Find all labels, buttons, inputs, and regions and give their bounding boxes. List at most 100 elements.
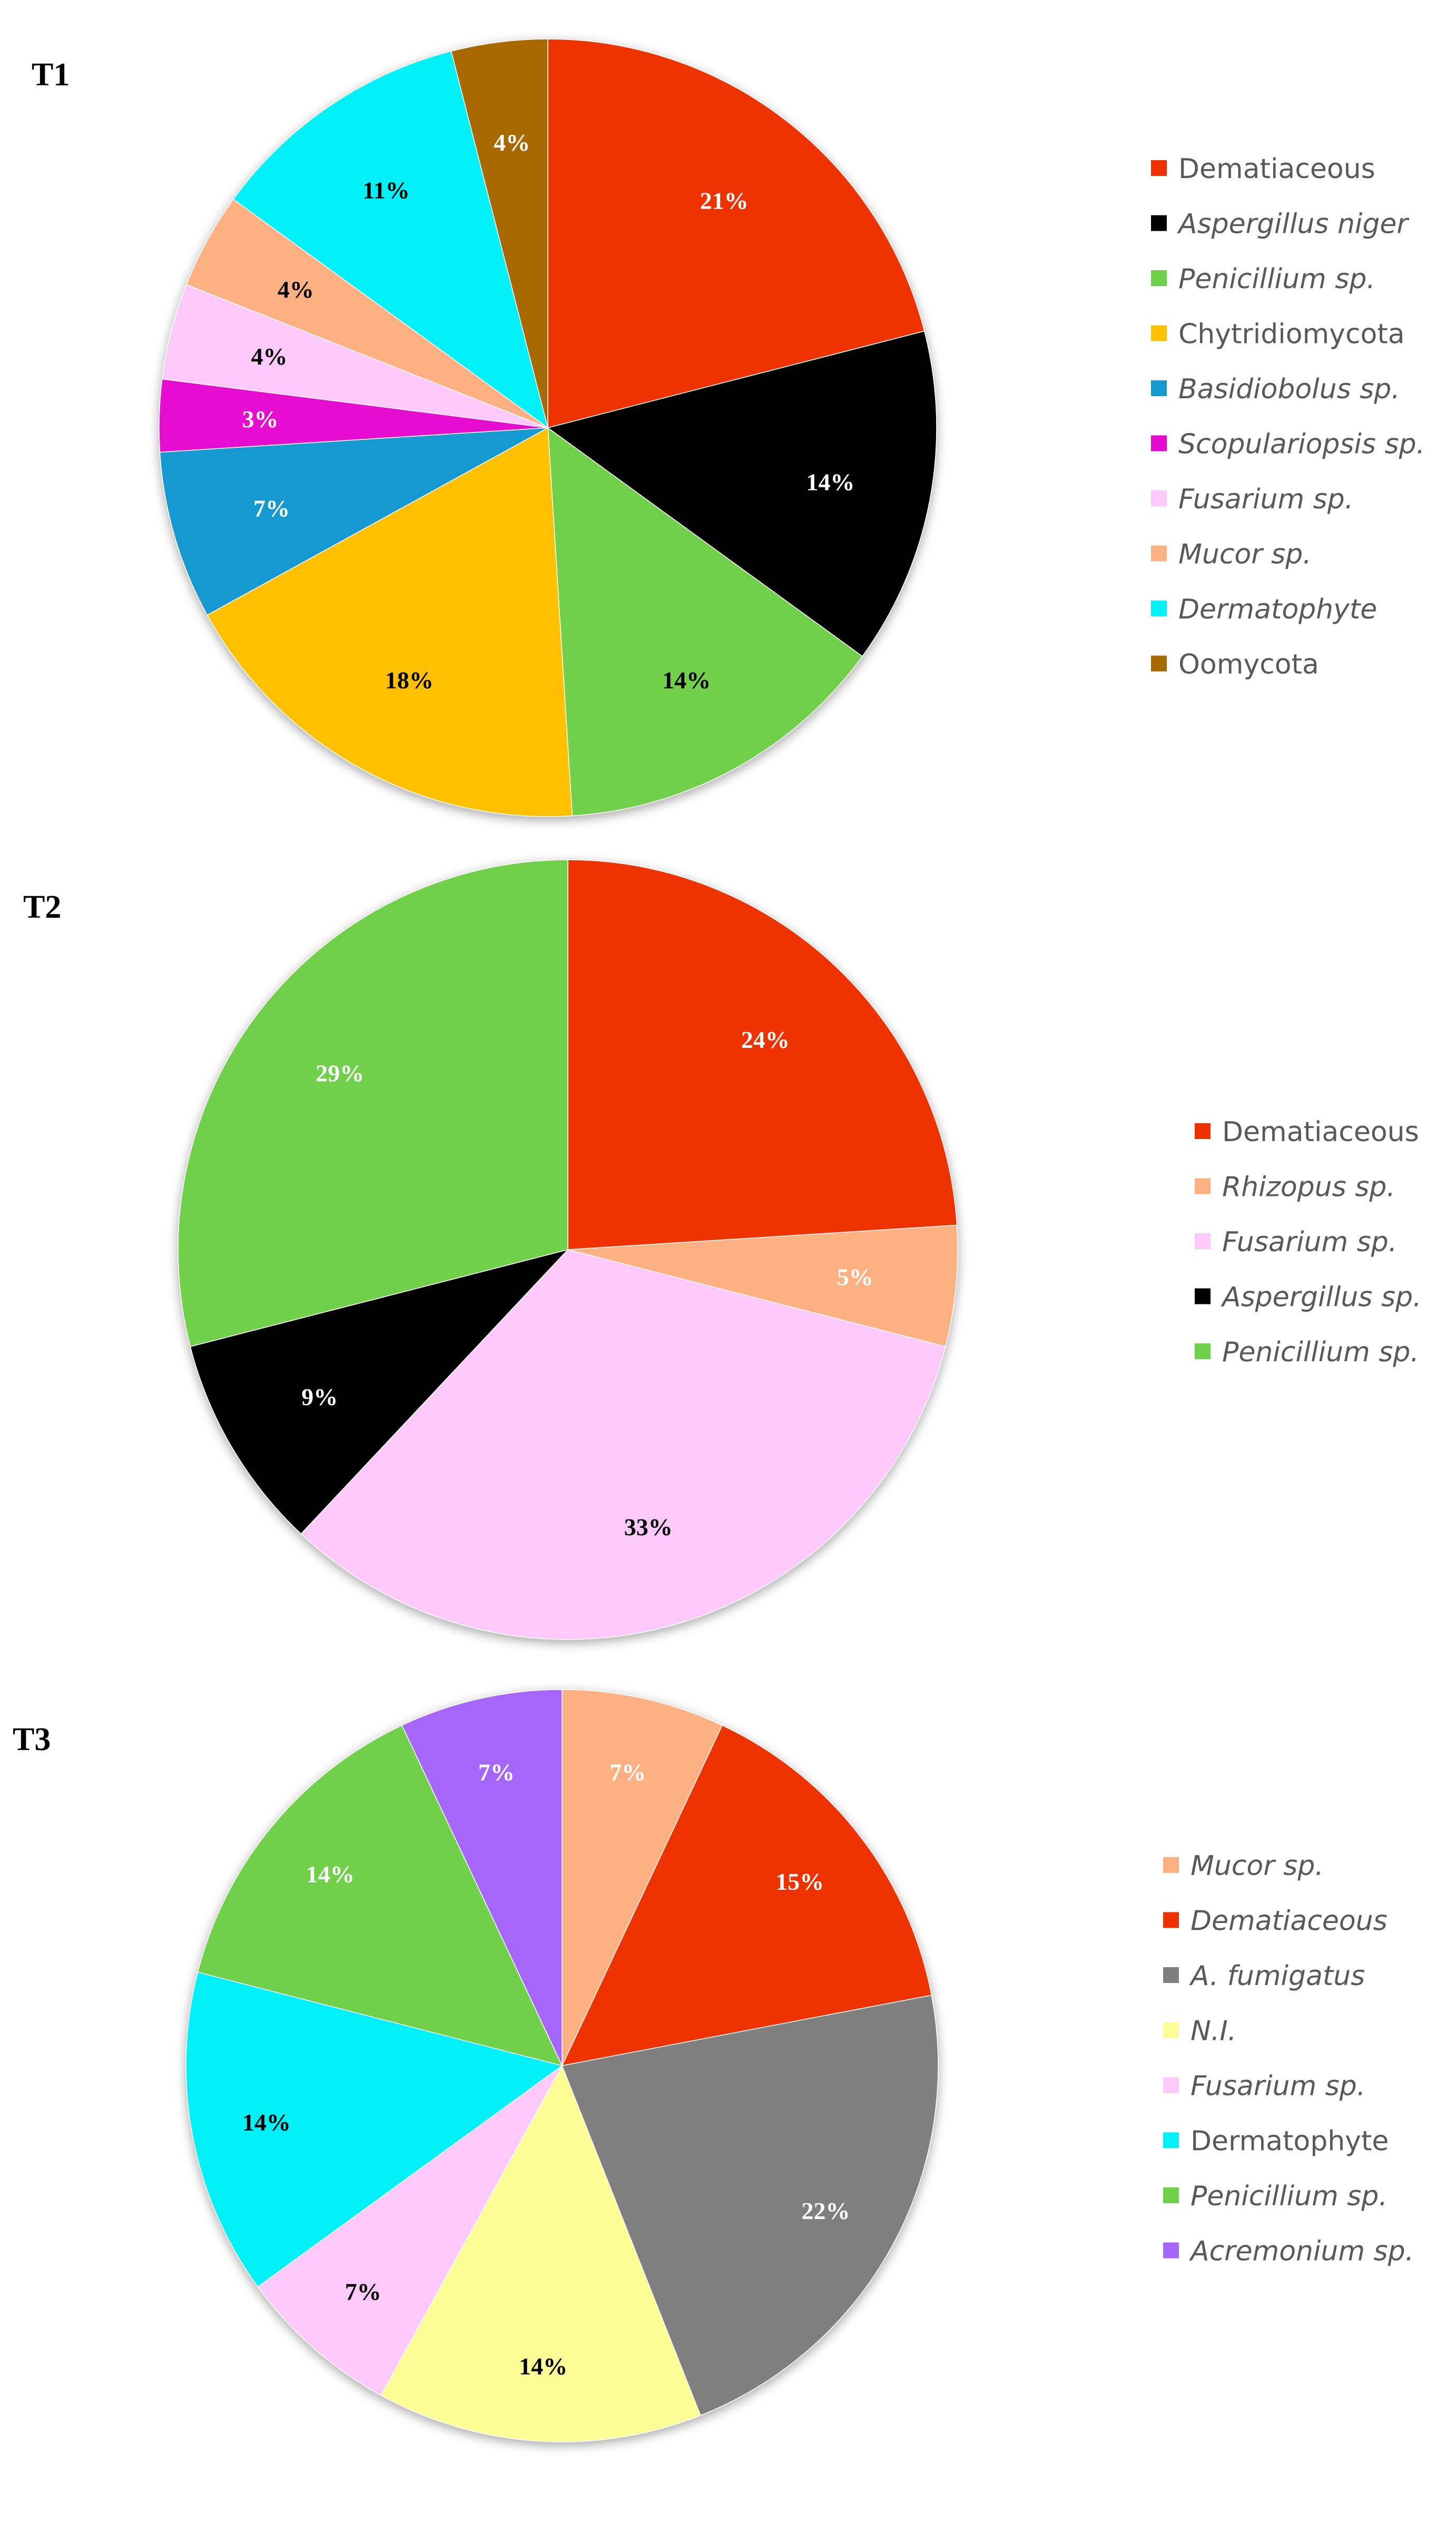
legend-swatch [1151, 325, 1167, 341]
slice-label-t2-dematiaceous: 24% [741, 1026, 790, 1053]
legend-item-t1-scopulariopsis-sp: Scopulariopsis sp. [1151, 429, 1425, 460]
legend-swatch [1151, 655, 1167, 672]
legend-label: Dematiaceous [1222, 1116, 1419, 1148]
legend-item-t3-penicillium-sp: Penicillium sp. [1163, 2181, 1388, 2212]
pie-slice-t2-aspergillus-sp [190, 1249, 569, 1535]
pie-slice-t3-n-i [380, 2065, 701, 2442]
pie-slice-t1-dermatophyte [232, 51, 549, 429]
legend-swatch [1151, 215, 1167, 231]
legend-item-t2-dematiaceous: Dematiaceous [1195, 1116, 1419, 1148]
legend-swatch [1195, 1178, 1211, 1194]
legend-item-t3-acremonium-sp: Acremonium sp. [1163, 2236, 1414, 2267]
legend-label: Chytridiomycota [1178, 319, 1405, 350]
slice-label-t1-basidiobolus-sp: 7% [253, 495, 290, 522]
legend-item-t3-dermatophyte: Dermatophyte [1163, 2126, 1389, 2157]
slice-label-t1-aspergillus-niger: 14% [806, 468, 854, 495]
slice-label-t2-penicillium-sp: 29% [316, 1059, 364, 1086]
panel-t1: T1 21% 14% 14% 18% 7% 3% 4% 4% 11% 4% Dematiaceou… [32, 38, 1425, 817]
legend-swatch [1151, 435, 1167, 451]
slice-label-t3-acremonium-sp: 7% [478, 1759, 515, 1786]
pie-slice-t1-oomycota [450, 38, 548, 428]
legend-item-t3-fusarium-sp: Fusarium sp. [1163, 2070, 1365, 2102]
legend-item-t2-aspergillus-sp: Aspergillus sp. [1195, 1282, 1422, 1313]
pie-t2 [178, 859, 958, 1640]
slice-label-t3-mucor-sp: 7% [609, 1759, 646, 1786]
legend-label: Mucor sp. [1191, 1850, 1324, 1882]
legend-item-t1-oomycota: Oomycota [1151, 649, 1319, 681]
legend-swatch [1151, 601, 1167, 616]
legend-label: Rhizopus sp. [1222, 1172, 1395, 1203]
legend-swatch [1195, 1123, 1211, 1139]
legend-t3: Mucor sp. Dematiaceous A. fumigatus N.I. Fus… [1163, 1850, 1414, 2267]
legend-t2: Dematiaceous Rhizopus sp. Fusarium sp. Aspe… [1195, 1116, 1422, 1368]
legend-label: Aspergillus sp. [1221, 1282, 1422, 1313]
pie-slice-t3-fusarium-sp [257, 2065, 563, 2396]
legend-swatch [1195, 1233, 1211, 1249]
slice-label-t2-rhizopus-sp: 5% [837, 1264, 873, 1291]
legend-label: Fusarium sp. [1222, 1226, 1397, 1258]
legend-swatch [1151, 545, 1167, 562]
legend-label: Mucor sp. [1178, 539, 1312, 571]
slice-labels-t3: 7% 15% 22% 14% 7% 14% 14% 7% [242, 1759, 850, 2380]
slice-label-t3-fusarium-sp: 7% [345, 2279, 381, 2305]
slice-label-t3-penicillium-sp: 14% [306, 1861, 355, 1888]
legend-swatch [1151, 380, 1167, 396]
legend-item-t2-rhizopus-sp: Rhizopus sp. [1195, 1172, 1395, 1203]
panel-t2: T2 24% 5% 33% 9% 29% Dematiaceous Rhizopus sp… [23, 859, 1422, 1640]
pie-slice-t2-dematiaceous [567, 859, 958, 1250]
legend-swatch [1163, 1857, 1179, 1873]
pie-slice-t1-basidiobolus-sp [159, 427, 548, 616]
legend-label: A. fumigatus [1189, 1960, 1365, 1992]
pie-slice-t1-penicillium-sp [547, 427, 863, 817]
slice-label-t1-dermatophyte: 11% [362, 176, 409, 203]
legend-label: Scopulariopsis sp. [1178, 429, 1425, 460]
legend-swatch [1163, 2242, 1179, 2259]
pie-slice-t2-penicillium-sp [178, 859, 568, 1347]
pie-t3 [185, 1689, 939, 2442]
legend-swatch [1163, 2187, 1179, 2203]
pie-t1 [159, 38, 937, 817]
pie-slice-t1-fusarium-sp [161, 284, 548, 428]
panel-t3: T3 7% 15% 22% 14% 7% 14% 14% 7% Mucor sp. Demati… [13, 1689, 1414, 2442]
slice-labels-t1: 21% 14% 14% 18% 7% 3% 4% 4% 11% 4% [242, 129, 855, 693]
pie-slice-t1-mucor-sp [185, 199, 548, 428]
legend-swatch [1151, 160, 1167, 176]
pie-slice-t2-rhizopus-sp [567, 1224, 958, 1347]
legend-t1: Dematiaceous Aspergillus niger Penicillium… [1151, 153, 1425, 681]
pie-slice-t1-chytridiomycota [206, 427, 573, 817]
legend-item-t1-fusarium-sp: Fusarium sp. [1151, 484, 1353, 515]
legend-item-t2-fusarium-sp: Fusarium sp. [1195, 1226, 1397, 1258]
slice-label-t2-fusarium-sp: 33% [624, 1514, 673, 1540]
legend-label: Dematiaceous [1191, 1906, 1388, 1937]
slice-label-t1-mucor-sp: 4% [278, 276, 314, 303]
legend-item-t1-basidiobolus-sp: Basidiobolus sp. [1151, 374, 1400, 405]
panel-title-t2: T2 [23, 889, 61, 925]
panel-title-t3: T3 [13, 1722, 51, 1757]
legend-swatch [1163, 2077, 1179, 2093]
pie-slice-t1-dematiaceous [547, 38, 925, 428]
legend-label: Fusarium sp. [1178, 484, 1353, 515]
pie-slice-t3-dematiaceous [561, 1724, 932, 2067]
legend-item-t2-penicillium-sp: Penicillium sp. [1195, 1337, 1419, 1368]
legend-label: Dermatophyte [1178, 594, 1377, 625]
slice-label-t1-chytridiomycota: 18% [385, 667, 434, 694]
legend-swatch [1151, 490, 1167, 506]
slice-label-t3-a-fumigatus: 22% [802, 2197, 850, 2224]
pie-slice-t3-mucor-sp [562, 1689, 723, 2066]
legend-item-t1-aspergillus-niger: Aspergillus niger [1151, 209, 1410, 240]
slice-label-t1-fusarium-sp: 4% [251, 343, 288, 370]
legend-item-t3-n-i: N.I. [1163, 2016, 1236, 2047]
slice-label-t2-aspergillus-sp: 9% [301, 1383, 338, 1410]
legend-item-t1-dermatophyte: Dermatophyte [1151, 594, 1377, 625]
legend-item-t1-chytridiomycota: Chytridiomycota [1151, 319, 1405, 350]
legend-swatch [1195, 1343, 1211, 1359]
slice-label-t3-dermatophyte: 14% [242, 2109, 291, 2136]
legend-swatch [1151, 270, 1167, 286]
legend-label: Oomycota [1178, 649, 1319, 681]
slice-label-t3-n-i: 14% [519, 2353, 567, 2380]
legend-swatch [1195, 1288, 1211, 1304]
slice-label-t3-dematiaceous: 15% [775, 1868, 824, 1895]
legend-swatch [1163, 1967, 1179, 1983]
slice-label-t1-penicillium-sp: 14% [662, 667, 711, 694]
legend-item-t3-a-fumigatus: A. fumigatus [1163, 1960, 1365, 1992]
